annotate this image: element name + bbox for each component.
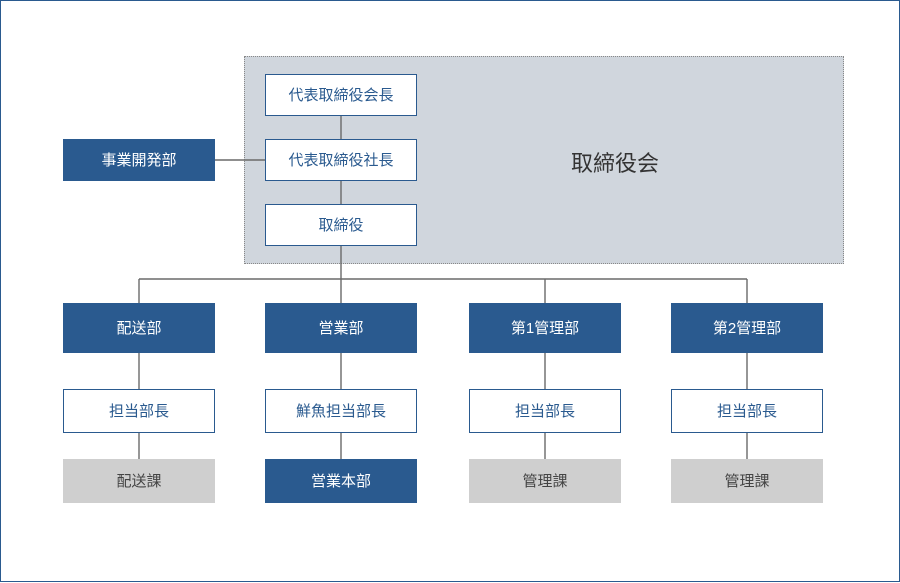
node-sec3: 管理課 <box>469 459 621 503</box>
node-mgr1: 担当部長 <box>63 389 215 433</box>
node-label: 第2管理部 <box>713 321 781 336</box>
node-label: 配送課 <box>116 474 161 489</box>
node-bizdev: 事業開発部 <box>63 139 215 181</box>
node-label: 営業部 <box>318 321 363 336</box>
node-dept-delivery: 配送部 <box>63 303 215 353</box>
node-label: 取締役 <box>318 218 363 233</box>
node-mgr3: 担当部長 <box>469 389 621 433</box>
node-label: 第1管理部 <box>511 321 579 336</box>
node-label: 鮮魚担当部長 <box>296 404 386 419</box>
node-label: 担当部長 <box>515 404 575 419</box>
node-label: 営業本部 <box>311 474 371 489</box>
org-chart-canvas: 取締役会 代表取締役会長 代表取締役社長 取締役 事業開発部 配送部 営業部 第… <box>1 1 900 583</box>
node-mgr4: 担当部長 <box>671 389 823 433</box>
node-dept-admin2: 第2管理部 <box>671 303 823 353</box>
node-label: 事業開発部 <box>101 153 176 168</box>
node-label: 担当部長 <box>109 404 169 419</box>
node-label: 管理課 <box>522 474 567 489</box>
node-dept-sales: 営業部 <box>265 303 417 353</box>
node-label: 担当部長 <box>717 404 777 419</box>
node-president: 代表取締役社長 <box>265 139 417 181</box>
node-label: 代表取締役社長 <box>288 153 393 168</box>
node-director: 取締役 <box>265 204 417 246</box>
node-sec2: 営業本部 <box>265 459 417 503</box>
org-chart-frame: 取締役会 代表取締役会長 代表取締役社長 取締役 事業開発部 配送部 営業部 第… <box>0 0 900 582</box>
node-mgr2: 鮮魚担当部長 <box>265 389 417 433</box>
node-dept-admin1: 第1管理部 <box>469 303 621 353</box>
node-chairman: 代表取締役会長 <box>265 74 417 116</box>
node-label: 代表取締役会長 <box>288 88 393 103</box>
node-label: 配送部 <box>116 321 161 336</box>
node-sec4: 管理課 <box>671 459 823 503</box>
node-sec1: 配送課 <box>63 459 215 503</box>
node-label: 管理課 <box>724 474 769 489</box>
